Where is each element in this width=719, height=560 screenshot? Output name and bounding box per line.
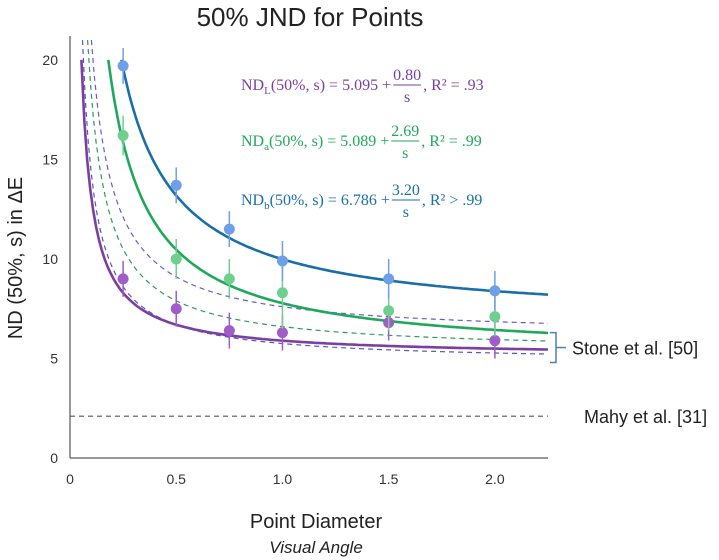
x-tick-label: 1.5 xyxy=(379,471,399,487)
data-point xyxy=(223,223,235,235)
equation-a: ND a (50%, s) = 5.089 + 2.69 s , R² = .99 xyxy=(241,123,482,162)
data-point xyxy=(489,311,501,323)
equation-tail: , R² > .99 xyxy=(422,192,483,209)
annotation-label: Stone et al. [50] xyxy=(572,339,698,359)
data-point xyxy=(383,273,395,285)
data-point xyxy=(223,325,235,337)
y-tick-label: 10 xyxy=(42,251,58,267)
x-tick-label: 0.5 xyxy=(166,471,186,487)
data-point xyxy=(276,327,288,339)
fit-curves xyxy=(80,59,549,351)
equation-subscript: b xyxy=(264,200,270,212)
reference-lines: Mahy et al. [31] xyxy=(70,407,707,427)
axes: 0 0.5 1.0 1.5 2.0 0 5 10 15 20 xyxy=(42,36,548,487)
x-tick-label: 2.0 xyxy=(485,471,505,487)
x-axis-sublabel: Visual Angle xyxy=(269,538,363,557)
x-tick-label: 1.0 xyxy=(273,471,293,487)
annotations: Stone et al. [50] xyxy=(550,331,698,364)
equation-lhs: ND xyxy=(241,77,264,94)
equation-subscript: L xyxy=(264,85,271,97)
equation-numerator: 2.69 xyxy=(391,123,419,140)
equation-denominator: s xyxy=(402,145,408,162)
data-point xyxy=(223,273,235,285)
y-tick-label: 0 xyxy=(50,450,58,466)
fit-curve-b xyxy=(120,59,549,296)
y-tick-label: 5 xyxy=(50,350,58,366)
equation-args: (50%, s) = 5.089 + xyxy=(269,133,389,150)
chart-title: 50% JND for Points xyxy=(197,2,424,32)
y-tick-label: 15 xyxy=(42,151,58,167)
equation-numerator: 0.80 xyxy=(393,67,421,84)
reference-curve xyxy=(87,39,549,342)
fit-curve-L xyxy=(80,59,548,351)
equation-lhs: ND xyxy=(241,192,264,209)
equation-lhs: ND xyxy=(241,133,264,150)
y-tick-label: 20 xyxy=(42,52,58,68)
data-point xyxy=(276,287,288,299)
data-point xyxy=(489,285,501,297)
y-axis-label: ND (50%, s) in ΔE xyxy=(5,177,27,339)
data-point xyxy=(117,273,129,285)
equation-L: ND L (50%, s) = 5.095 + 0.80 s , R² = .93 xyxy=(241,67,484,106)
equation-subscript: a xyxy=(264,141,269,153)
equation-tail: , R² = .93 xyxy=(423,77,484,94)
reference-line-label: Mahy et al. [31] xyxy=(584,407,707,427)
equation-denominator: s xyxy=(403,204,409,221)
data-point xyxy=(170,303,182,315)
annotation-bracket xyxy=(550,331,557,364)
x-tick-label: 0 xyxy=(66,471,74,487)
data-point xyxy=(276,255,288,267)
equation-numerator: 3.20 xyxy=(392,182,420,199)
equations: ND L (50%, s) = 5.095 + 0.80s, R² = .93ND… xyxy=(241,67,484,221)
equation-tail: , R² = .99 xyxy=(421,133,482,150)
data-point xyxy=(117,130,129,142)
data-point xyxy=(383,305,395,317)
data-point xyxy=(489,335,501,347)
data-point xyxy=(117,60,129,72)
equation-args: (50%, s) = 5.095 + xyxy=(271,77,391,94)
fit-curve-a xyxy=(107,59,549,335)
x-axis-label: Point Diameter xyxy=(250,511,383,533)
data-point xyxy=(170,253,182,265)
data-point xyxy=(170,179,182,191)
equation-args: (50%, s) = 6.786 + xyxy=(270,192,390,209)
equation-b: ND b (50%, s) = 6.786 + 3.20 s , R² > .99 xyxy=(241,182,482,221)
equation-denominator: s xyxy=(404,89,410,106)
data-points xyxy=(117,47,501,359)
